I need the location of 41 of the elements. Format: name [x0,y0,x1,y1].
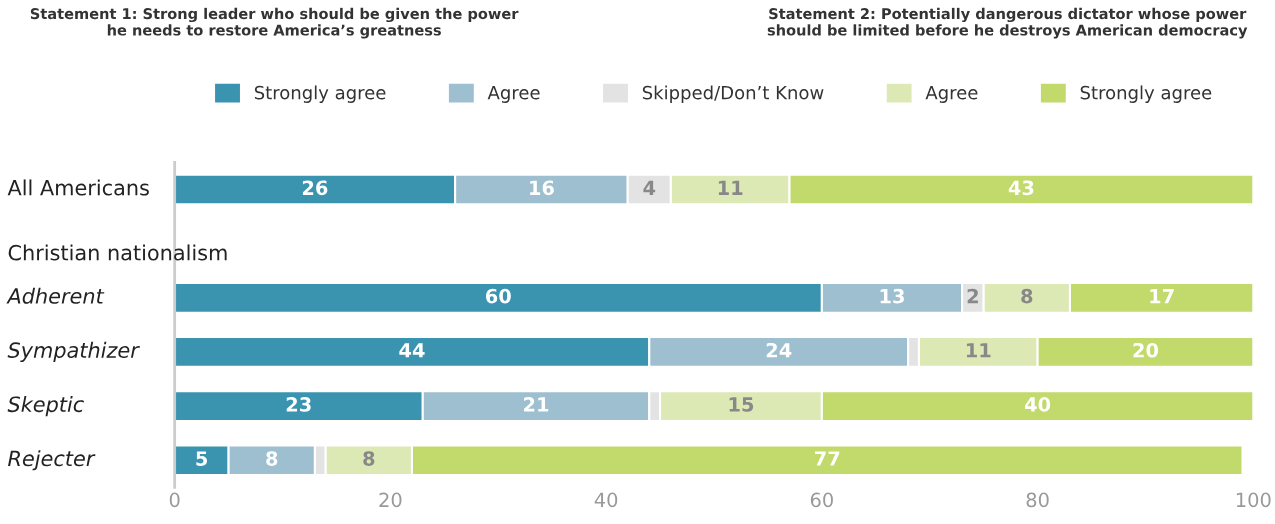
data-label: 8 [1021,288,1033,304]
data-label: 43 [1008,180,1034,196]
y-tick-label: All Americans [7,179,149,196]
data-label: 17 [1150,289,1174,304]
text: Statement 2: Potentially dangerous dictator whose power should be limited before he destroys American democracy [767,7,1248,39]
data-label: 4 [643,180,656,195]
data-label: 8 [266,451,278,466]
x-tick-label: 60 [810,492,833,508]
data-label: 11 [718,180,743,195]
y-tick-label: Skeptic [7,396,84,417]
text: Statement 1: Strong leader who should be given the power he needs to restore America’s greatness [30,7,519,39]
x-tick-label: 40 [594,492,618,508]
legend-label: Skipped/Don’t Know [642,85,824,103]
x-tick-label: 0 [169,492,180,508]
legend-label: Strongly agree [1080,85,1212,103]
data-label: 24 [766,342,792,358]
data-label: 16 [530,180,554,196]
data-label: 21 [524,397,549,412]
data-label: 5 [196,451,208,466]
data-label: 44 [399,343,425,358]
data-label: 13 [880,288,904,304]
data-label: 2 [967,288,978,304]
y-tick-label: Adherent [6,287,105,304]
data-label: 40 [1024,397,1051,412]
legend-label: Agree [487,86,540,103]
x-tick-label: 20 [379,492,402,508]
data-label: 15 [729,397,754,412]
data-label: 60 [485,288,511,304]
x-tick-label: 100 [1236,492,1271,508]
y-tick-label: Sympathizer [7,341,140,363]
data-label: 8 [363,451,375,466]
data-label: 11 [966,343,991,358]
legend-label: Agree [925,86,978,103]
data-label: 23 [286,397,311,412]
data-label: 26 [302,180,328,196]
data-label: 77 [815,451,840,466]
legend-label: Strongly agree [254,85,386,103]
x-tick-label: 80 [1026,492,1049,508]
annotation: Christian nationalism [8,244,227,261]
data-label: 20 [1133,342,1159,358]
y-tick-label: Rejecter [8,450,96,471]
